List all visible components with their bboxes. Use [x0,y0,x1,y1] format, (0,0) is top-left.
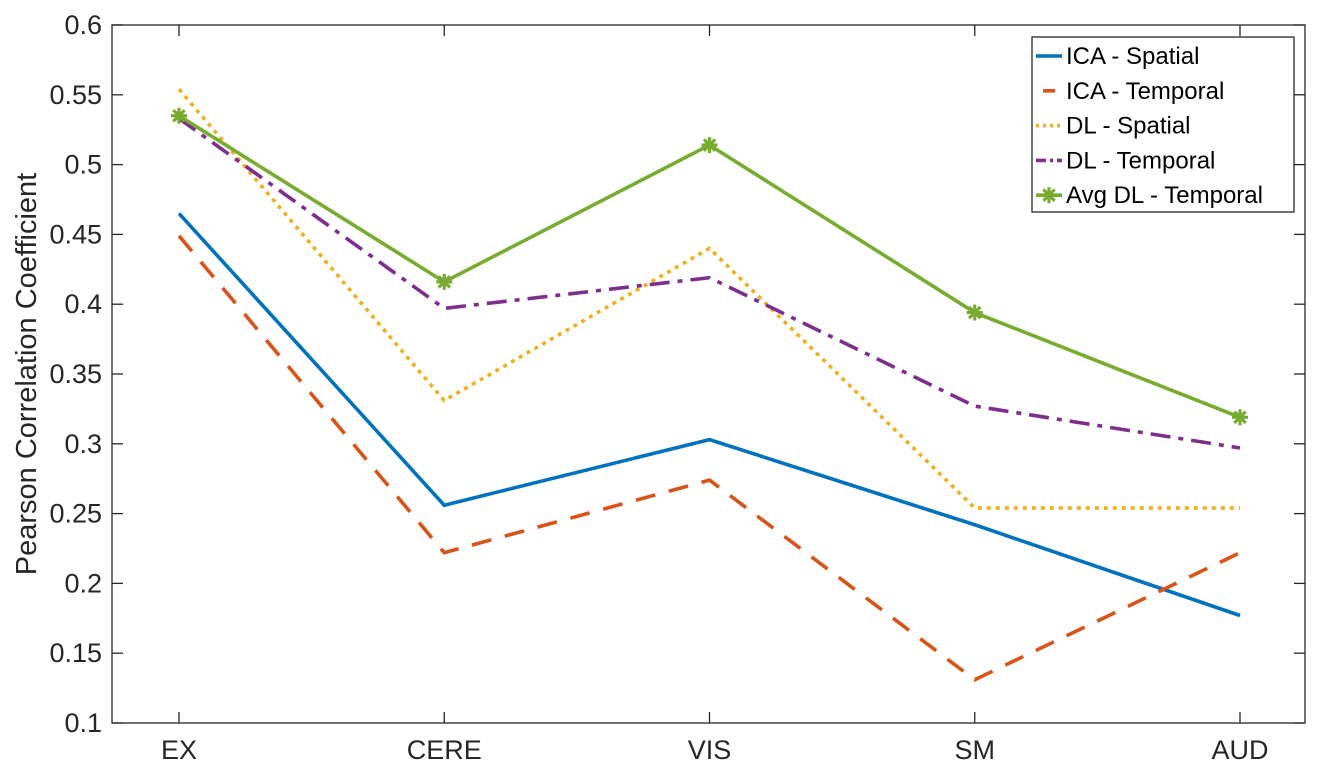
series-lines [177,88,1241,682]
data-point-marker [171,107,187,124]
y-axis-title: Pearson Correlation Coefficient [11,173,43,575]
legend-label: DL - Spatial [1066,113,1191,140]
y-tick-label: 0.3 [64,429,102,459]
x-tick-label: AUD [1211,735,1268,765]
y-tick-label: 0.55 [49,80,102,110]
series-line-dl-spatial [177,88,1240,510]
y-tick-label: 0.2 [64,568,102,598]
x-tick-label: SM [955,735,996,765]
axis-ticks [112,24,1305,724]
y-tick-label: 0.15 [49,638,102,668]
x-tick-labels: EX CERE VIS SM AUD [161,735,1269,765]
data-point-marker [1232,409,1248,426]
y-tick-labels: 0.1 0.15 0.2 0.25 0.3 0.35 0.4 0.45 0.5 0.55 0.6 [49,10,102,738]
y-tick-label: 0.1 [64,708,102,738]
y-tick-label: 0.35 [49,359,102,389]
series-line-ica-temporal [177,234,1241,682]
y-tick-label: 0.5 [64,150,102,180]
y-tick-label: 0.25 [49,499,102,529]
legend-label: ICA - Temporal [1066,78,1224,105]
x-tick-label: CERE [407,735,482,765]
x-tick-label: EX [161,735,197,765]
series-markers [171,107,1248,426]
legend-box [1031,36,1295,213]
y-tick-label: 0.4 [64,289,102,319]
data-point-marker [966,304,983,321]
series-line-dl-temporal [177,117,1241,450]
legend-marker [1041,187,1057,204]
legend-label: DL - Temporal [1066,147,1215,174]
legend: ICA - Spatial ICA - Temporal DL - Spatial D… [1031,36,1295,213]
series-line-ica-spatial [177,212,1241,618]
y-tick-label: 0.45 [49,219,102,249]
data-point-marker [701,137,718,154]
x-tick-label: VIS [688,735,732,765]
legend-label: Avg DL - Temporal [1066,182,1263,209]
data-point-marker [436,273,453,290]
y-tick-label: 0.6 [64,10,102,40]
legend-label: ICA - Spatial [1066,43,1199,70]
